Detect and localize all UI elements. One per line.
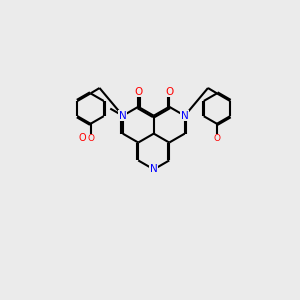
Text: N: N	[119, 111, 127, 121]
Text: O: O	[79, 133, 86, 143]
Text: N: N	[150, 164, 158, 174]
Text: O: O	[165, 87, 173, 97]
Text: O: O	[134, 87, 142, 97]
Text: O: O	[213, 134, 220, 143]
Text: N: N	[181, 111, 189, 121]
Text: O: O	[87, 134, 94, 143]
